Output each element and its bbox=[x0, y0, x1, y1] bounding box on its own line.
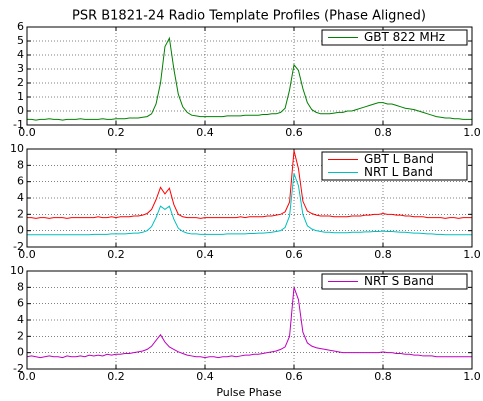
axes-frame bbox=[26, 270, 473, 370]
x-tick-label: 0.6 bbox=[285, 126, 303, 139]
x-tick-label: 0.4 bbox=[196, 248, 214, 261]
legend-label: GBT 822 MHz bbox=[364, 30, 445, 44]
data-line bbox=[27, 150, 472, 219]
x-tick-label: 0.8 bbox=[374, 248, 392, 261]
legend-label: NRT S Band bbox=[364, 274, 434, 288]
legend-label: GBT L Band bbox=[364, 152, 434, 166]
data-line bbox=[27, 36, 472, 121]
legend-box bbox=[321, 29, 468, 46]
x-tick-label: 0.8 bbox=[374, 126, 392, 139]
y-tick-label: 6 bbox=[17, 297, 24, 310]
y-tick-label: 4 bbox=[17, 313, 24, 326]
data-line bbox=[27, 173, 472, 236]
y-tick-label: 10 bbox=[10, 264, 24, 277]
y-tick-label: 6 bbox=[17, 175, 24, 188]
legend-label: NRT L Band bbox=[364, 165, 433, 179]
axes-frame bbox=[26, 148, 473, 248]
plot-area bbox=[27, 36, 472, 121]
y-tick-label: 0 bbox=[17, 346, 24, 359]
y-tick-label: 8 bbox=[17, 280, 24, 293]
chart-title: PSR B1821-24 Radio Template Profiles (Ph… bbox=[72, 9, 426, 24]
x-tick-label: 0.2 bbox=[107, 126, 125, 139]
y-tick-label: -1 bbox=[13, 118, 24, 131]
x-tick-label: 0.4 bbox=[196, 126, 214, 139]
x-tick-label: 0.2 bbox=[107, 248, 125, 261]
legend-box bbox=[321, 273, 468, 290]
x-tick-label: 0.0 bbox=[18, 126, 36, 139]
data-line bbox=[27, 287, 472, 359]
x-tick-label: 0.4 bbox=[196, 370, 214, 383]
x-tick-label: 0.2 bbox=[107, 370, 125, 383]
y-tick-label: 0 bbox=[17, 104, 24, 117]
y-tick-label: 2 bbox=[17, 76, 24, 89]
y-tick-label: 1 bbox=[17, 90, 24, 103]
y-tick-label: 2 bbox=[17, 329, 24, 342]
y-tick-label: 2 bbox=[17, 207, 24, 220]
y-tick-label: -2 bbox=[13, 362, 24, 375]
y-tick-label: 4 bbox=[17, 48, 24, 61]
plot-area bbox=[27, 150, 472, 236]
x-tick-label: 1.0 bbox=[463, 370, 481, 383]
y-tick-label: 6 bbox=[17, 20, 24, 33]
y-tick-label: 4 bbox=[17, 191, 24, 204]
y-tick-label: 0 bbox=[17, 224, 24, 237]
axes-frame bbox=[26, 26, 473, 126]
y-tick-label: 10 bbox=[10, 142, 24, 155]
y-tick-label: 8 bbox=[17, 158, 24, 171]
x-tick-label: 0.0 bbox=[18, 248, 36, 261]
x-axis-label: Pulse Phase bbox=[216, 386, 282, 399]
y-tick-label: -2 bbox=[13, 240, 24, 253]
x-tick-label: 0.6 bbox=[285, 248, 303, 261]
plot-area bbox=[27, 287, 472, 359]
x-tick-label: 0.0 bbox=[18, 370, 36, 383]
x-tick-label: 0.8 bbox=[374, 370, 392, 383]
legend-box bbox=[321, 151, 468, 181]
x-tick-label: 0.6 bbox=[285, 370, 303, 383]
y-tick-label: 5 bbox=[17, 34, 24, 47]
y-tick-label: 3 bbox=[17, 62, 24, 75]
x-tick-label: 1.0 bbox=[463, 126, 481, 139]
x-tick-label: 1.0 bbox=[463, 248, 481, 261]
